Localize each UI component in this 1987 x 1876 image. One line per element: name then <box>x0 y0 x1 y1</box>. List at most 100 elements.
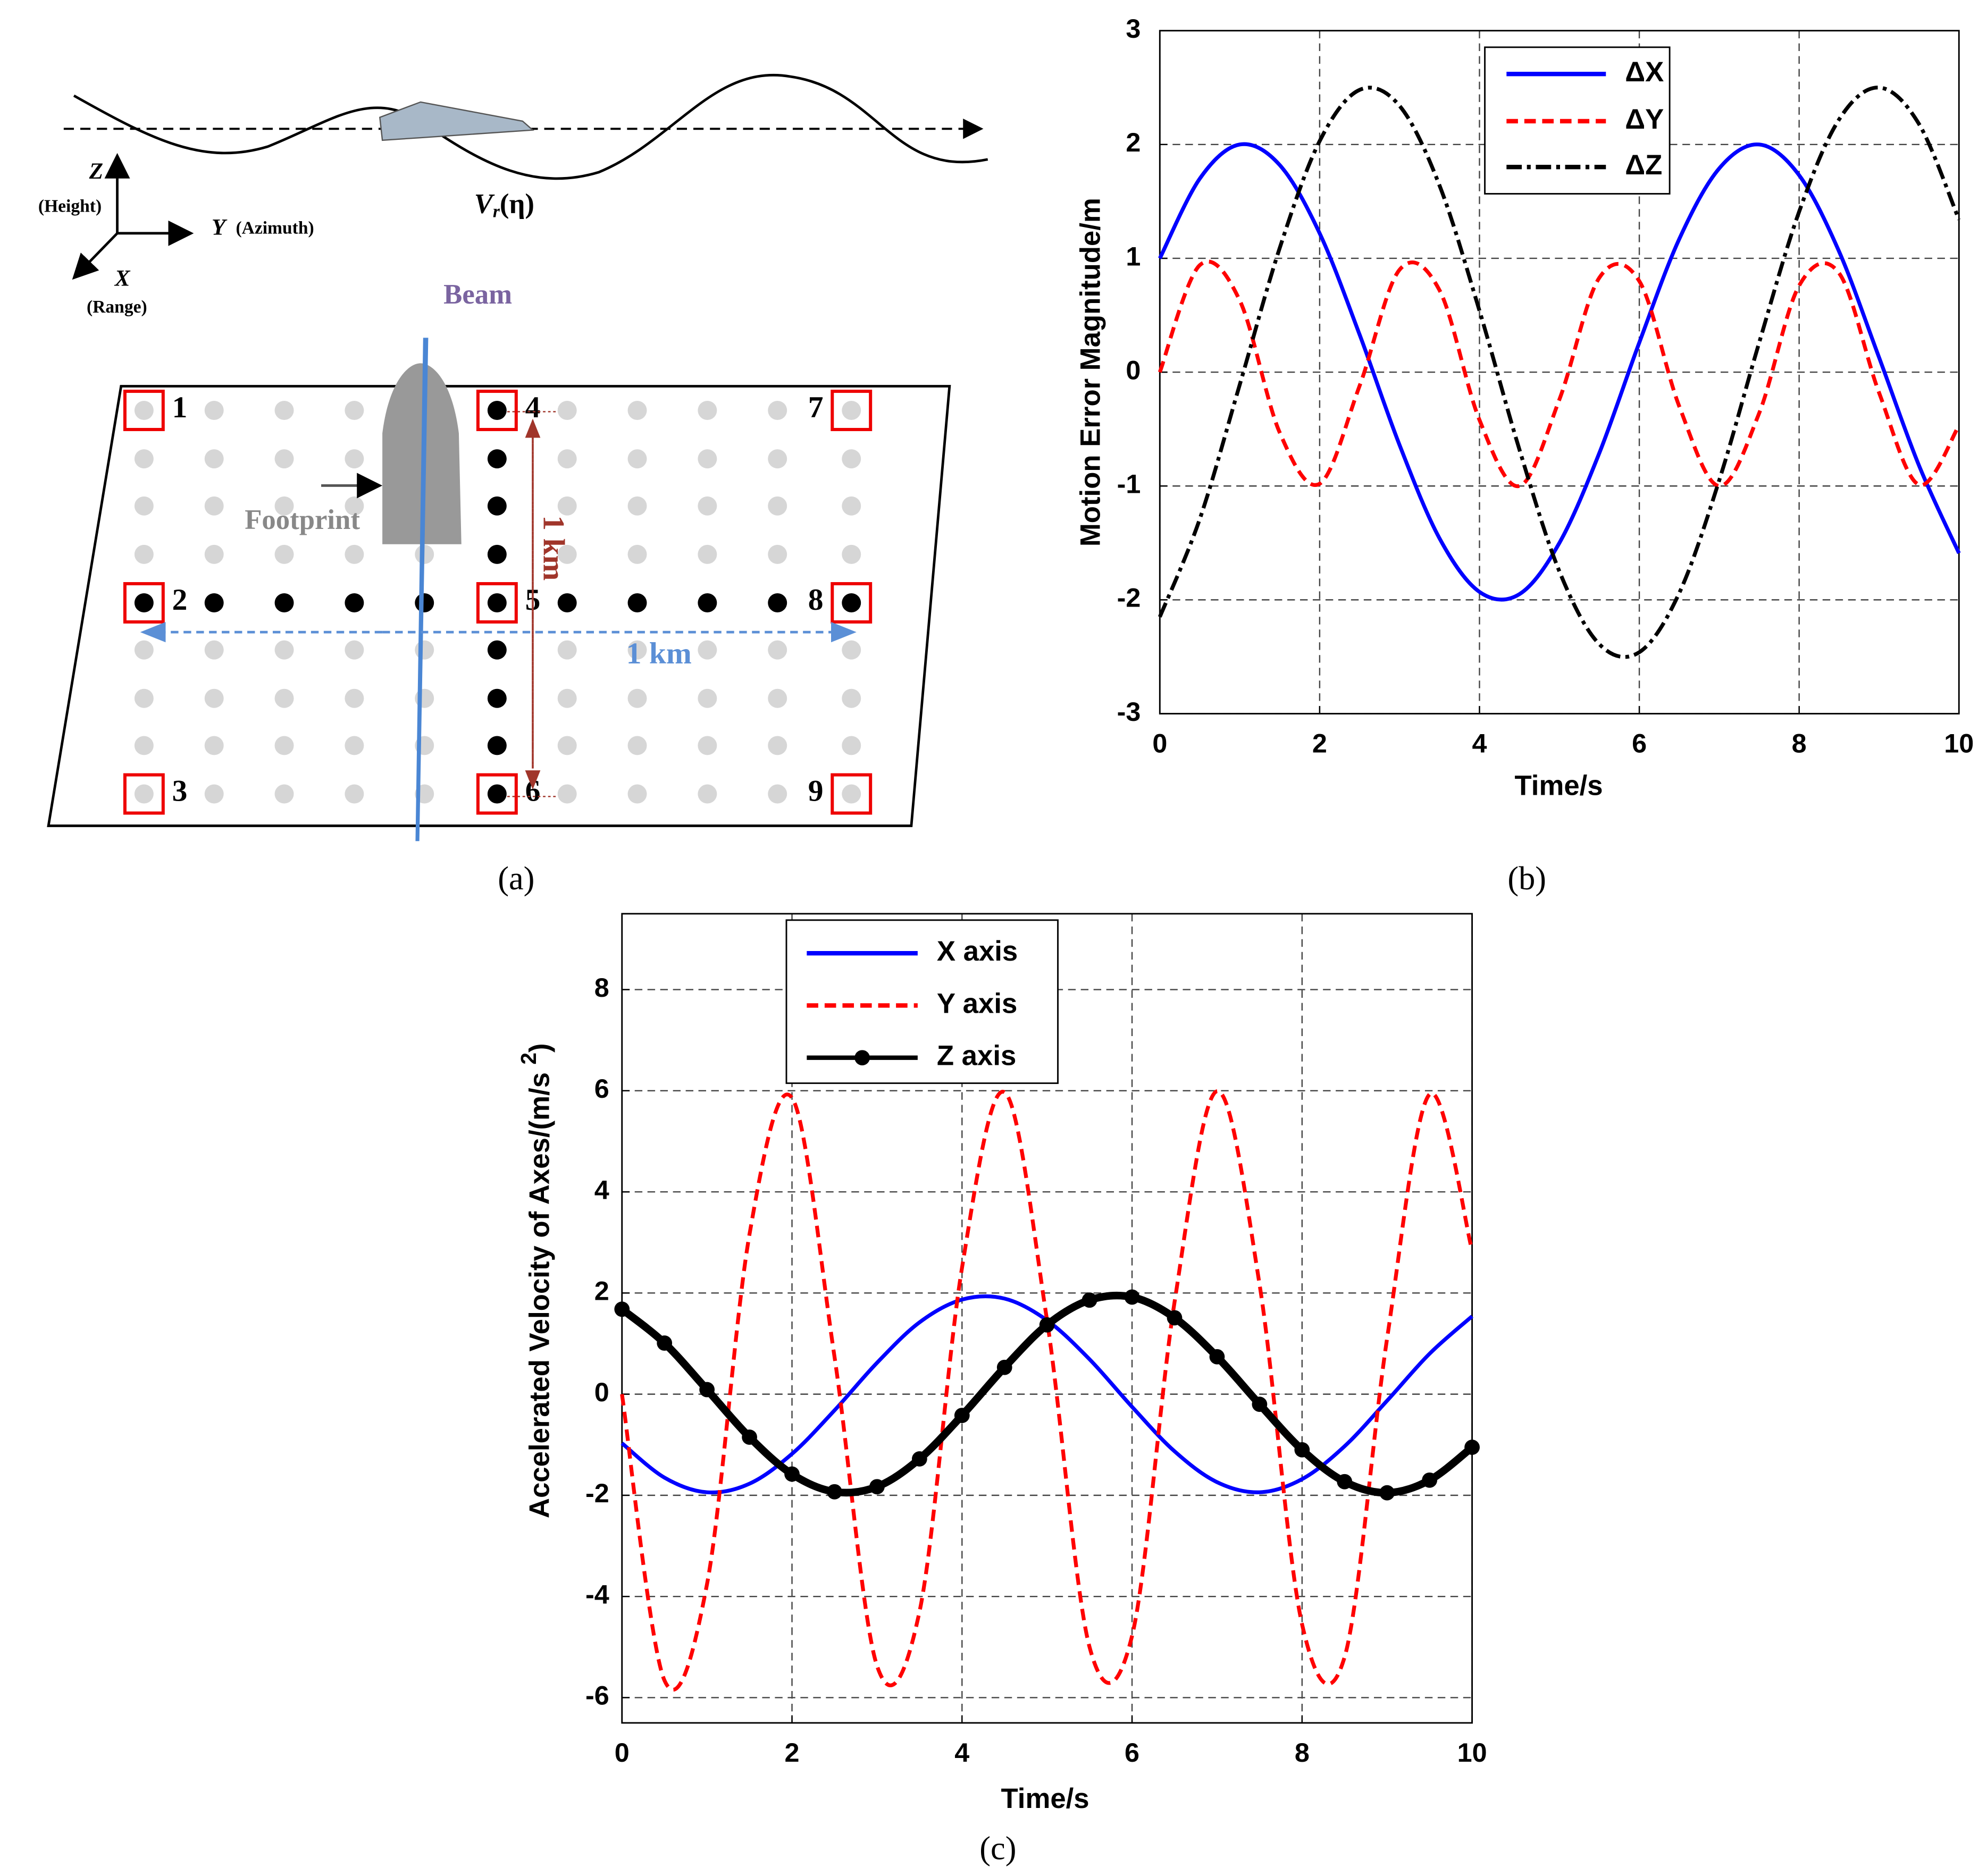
target-dot <box>768 544 787 564</box>
series-marker <box>1294 1442 1310 1458</box>
target-dot <box>698 593 717 612</box>
target-dot <box>345 640 364 660</box>
target-dot <box>274 784 294 804</box>
velocity-label: Vr(η) <box>474 189 534 222</box>
target-dot <box>134 784 154 804</box>
y-axis-title-text: Accelerated Velocity of Axes/(m/s <box>524 1072 556 1518</box>
x-axis-title: Time/s <box>1001 1783 1089 1814</box>
target-dot <box>698 784 717 804</box>
x-tick-label: 6 <box>1125 1737 1139 1768</box>
x-tick-label: 0 <box>615 1737 630 1768</box>
velocity-symbol: V <box>474 189 495 220</box>
y-tick-label: -3 <box>1117 696 1141 727</box>
target-dot <box>134 593 154 612</box>
target-dot <box>842 784 861 804</box>
target-dot <box>487 593 507 612</box>
series-line <box>1158 142 1961 602</box>
target-dot <box>204 449 224 469</box>
diagram: Z (Height) Y (Azimuth) X (Range) Vr(η) B… <box>38 74 988 897</box>
x-tick-label: 0 <box>1152 728 1167 759</box>
target-dot <box>768 401 787 420</box>
series-marker <box>827 1484 842 1500</box>
legend-label: ΔZ <box>1625 149 1662 181</box>
target-dot <box>204 496 224 516</box>
target-dot <box>627 401 647 420</box>
axis-label: (Height) <box>38 197 102 216</box>
target-dot <box>768 640 787 660</box>
target-dot <box>204 640 224 660</box>
beam <box>415 338 429 842</box>
target-dot <box>204 401 224 420</box>
target-dot <box>274 401 294 420</box>
target-dot <box>627 593 647 612</box>
azimuth-span-label: 1 km <box>626 637 692 670</box>
x-arrow <box>72 232 119 280</box>
target-dot <box>627 736 647 755</box>
target-dot <box>698 640 717 660</box>
series-marker <box>742 1429 757 1445</box>
x-tick-label: 6 <box>1632 728 1647 759</box>
flight-path <box>73 74 988 180</box>
target-dot <box>134 544 154 564</box>
series-marker <box>1209 1349 1225 1365</box>
series-marker <box>996 1359 1012 1375</box>
target-dot <box>557 736 577 755</box>
target-dot <box>274 640 294 660</box>
target-dot <box>345 401 364 420</box>
target-box <box>831 390 873 431</box>
axis-label: (Azimuth) <box>236 218 314 238</box>
velocity-argument: (η) <box>500 189 534 220</box>
target-dot <box>274 449 294 469</box>
series-marker <box>1167 1310 1183 1326</box>
target-dot <box>134 736 154 755</box>
target-dot <box>415 640 434 660</box>
target-dot <box>768 688 787 708</box>
target-dot <box>134 640 154 660</box>
target-label: 3 <box>172 775 188 808</box>
target-dot <box>274 544 294 564</box>
y-tick-label: -2 <box>585 1478 609 1508</box>
target-label: 9 <box>808 775 824 808</box>
target-dot <box>842 496 861 516</box>
target-dot <box>345 688 364 708</box>
series-marker <box>699 1382 715 1398</box>
y-axis-title-end: ) <box>524 1043 556 1053</box>
y-axis-title-text: Motion Error Magnitude/m <box>1075 198 1106 546</box>
aircraft <box>379 101 534 141</box>
y-tick-label: 4 <box>594 1174 609 1205</box>
series-marker <box>1124 1289 1140 1305</box>
target-dot <box>204 544 224 564</box>
y-tick-label: -2 <box>1117 583 1141 613</box>
y-tick-label: 3 <box>1126 13 1141 44</box>
target-dot <box>487 784 507 804</box>
y-axis-title: Motion Error Magnitude/m <box>1075 198 1106 546</box>
target-dot <box>627 640 647 660</box>
beam-label: Beam <box>443 279 512 310</box>
range-span-label: 1 km <box>536 515 570 581</box>
y-tick-label: 6 <box>594 1073 609 1104</box>
target-dot <box>557 784 577 804</box>
target-dot <box>345 593 364 612</box>
chart: -3 -2 -1 0 1 2 3 0 2 4 6 8 10 ΔX ΔY ΔZ Time/s Motion Erro… <box>1075 13 1974 897</box>
y-axis-title: Accelerated Velocity of Axes/(m/s 2) <box>516 1043 556 1518</box>
target-dot <box>768 736 787 755</box>
target-dot <box>557 544 577 564</box>
series-marker <box>657 1335 673 1351</box>
target-dot <box>204 688 224 708</box>
target-dot <box>768 449 787 469</box>
target-dot <box>274 496 294 516</box>
axis-label: Y <box>212 215 228 240</box>
target-dot <box>627 688 647 708</box>
target-dot <box>842 401 861 420</box>
target-dot <box>698 736 717 755</box>
target-dot <box>487 544 507 564</box>
target-box <box>831 582 873 624</box>
target-dot <box>345 736 364 755</box>
target-box <box>476 773 518 815</box>
series-marker <box>1252 1397 1268 1412</box>
target-dot <box>557 688 577 708</box>
legend-label: Y axis <box>937 988 1017 1019</box>
axis-label: X <box>114 266 131 291</box>
series-marker <box>1039 1317 1055 1333</box>
target-dot <box>204 593 224 612</box>
